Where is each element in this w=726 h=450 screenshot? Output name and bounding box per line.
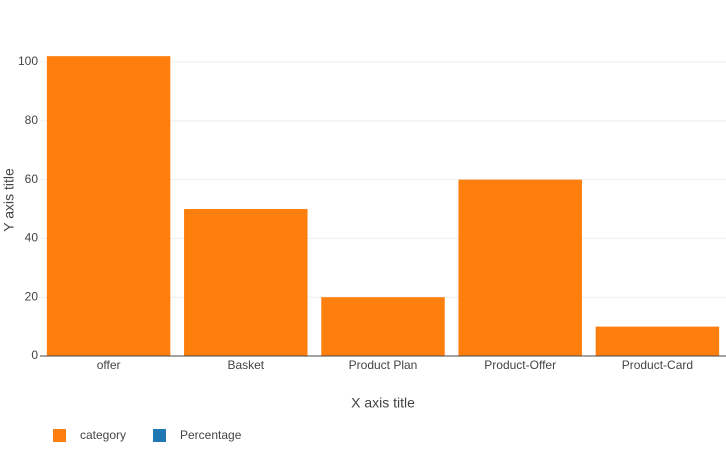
legend-swatch xyxy=(53,429,66,442)
bar xyxy=(458,179,582,356)
legend-label: category xyxy=(80,428,126,442)
bar xyxy=(595,326,720,356)
x-tick-label: Product-Offer xyxy=(484,358,556,372)
y-tick-label: 40 xyxy=(25,231,39,245)
x-tick-label: offer xyxy=(97,358,121,372)
x-tick-label: Basket xyxy=(227,358,264,372)
bar xyxy=(46,56,171,356)
x-tick-label: Product Plan xyxy=(349,358,418,372)
y-axis-title: Y axis title xyxy=(1,168,17,232)
y-tick-label: 100 xyxy=(18,54,38,68)
legend-swatch xyxy=(153,429,166,442)
y-tick-label: 20 xyxy=(25,289,39,303)
y-tick-label: 0 xyxy=(31,348,38,362)
y-tick-label: 80 xyxy=(25,113,39,127)
bar xyxy=(321,297,445,356)
x-axis-title: X axis title xyxy=(351,395,415,411)
y-tick-label: 60 xyxy=(25,172,39,186)
x-tick-label: Product-Card xyxy=(622,358,693,372)
legend-label: Percentage xyxy=(180,428,242,442)
bar xyxy=(184,209,308,356)
